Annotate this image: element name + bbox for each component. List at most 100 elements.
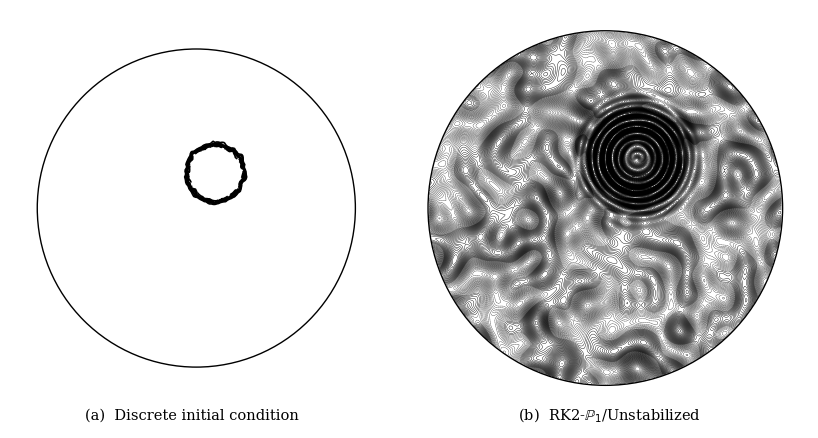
Point bbox=[599, 205, 612, 212]
Point bbox=[599, 205, 612, 212]
Point bbox=[599, 205, 612, 212]
Point bbox=[599, 205, 612, 212]
Point bbox=[599, 205, 612, 212]
Point bbox=[599, 205, 612, 212]
Point bbox=[599, 205, 612, 212]
Point bbox=[599, 205, 612, 212]
Point bbox=[599, 205, 612, 212]
Point bbox=[599, 205, 612, 212]
Point bbox=[599, 205, 612, 212]
Point bbox=[599, 205, 612, 212]
Point bbox=[599, 205, 612, 212]
Point bbox=[599, 205, 612, 212]
Point bbox=[190, 205, 203, 212]
Text: (b)  RK2-$\mathbb{P}_1$/Unstabilized: (b) RK2-$\mathbb{P}_1$/Unstabilized bbox=[518, 407, 701, 425]
Point bbox=[599, 205, 612, 212]
Point bbox=[599, 205, 612, 212]
Point bbox=[599, 205, 612, 212]
Point bbox=[599, 205, 612, 212]
Point bbox=[599, 205, 612, 212]
Point bbox=[599, 205, 612, 212]
Point bbox=[599, 205, 612, 212]
Point bbox=[599, 205, 612, 212]
Point bbox=[599, 205, 612, 212]
Point bbox=[599, 205, 612, 212]
Point bbox=[599, 205, 612, 212]
Point bbox=[599, 205, 612, 212]
Point bbox=[599, 205, 612, 212]
Point bbox=[599, 205, 612, 212]
Point bbox=[599, 205, 612, 212]
Point bbox=[599, 205, 612, 212]
Point bbox=[599, 205, 612, 212]
Point bbox=[599, 205, 612, 212]
Point bbox=[599, 205, 612, 212]
Point bbox=[599, 205, 612, 212]
Point bbox=[599, 205, 612, 212]
Point bbox=[599, 205, 612, 212]
Point bbox=[599, 205, 612, 212]
Point bbox=[599, 205, 612, 212]
Point bbox=[599, 205, 612, 212]
Point bbox=[599, 205, 612, 212]
Point bbox=[599, 205, 612, 212]
Point bbox=[599, 205, 612, 212]
Point bbox=[599, 205, 612, 212]
Point bbox=[599, 205, 612, 212]
Point bbox=[599, 205, 612, 212]
Point bbox=[599, 205, 612, 212]
Point bbox=[599, 205, 612, 212]
Point bbox=[599, 205, 612, 212]
Point bbox=[599, 205, 612, 212]
Point bbox=[599, 205, 612, 212]
Point bbox=[599, 205, 612, 212]
Point bbox=[599, 205, 612, 212]
Point bbox=[599, 205, 612, 212]
Point bbox=[599, 205, 612, 212]
Point bbox=[599, 205, 612, 212]
Point bbox=[599, 205, 612, 212]
Point bbox=[599, 205, 612, 212]
Point bbox=[599, 205, 612, 212]
Point bbox=[599, 205, 612, 212]
Point bbox=[599, 205, 612, 212]
Point bbox=[599, 205, 612, 212]
Point bbox=[599, 205, 612, 212]
Point bbox=[599, 205, 612, 212]
Point bbox=[599, 205, 612, 212]
Point bbox=[599, 205, 612, 212]
Point bbox=[599, 205, 612, 212]
Point bbox=[599, 205, 612, 212]
Point bbox=[599, 205, 612, 212]
Point bbox=[599, 205, 612, 212]
Point bbox=[599, 205, 612, 212]
Point bbox=[599, 205, 612, 212]
Point bbox=[599, 205, 612, 212]
Point bbox=[599, 205, 612, 212]
Point bbox=[599, 205, 612, 212]
Point bbox=[599, 205, 612, 212]
Point bbox=[599, 205, 612, 212]
Point bbox=[599, 205, 612, 212]
Point bbox=[599, 205, 612, 212]
Point bbox=[599, 205, 612, 212]
Point bbox=[599, 205, 612, 212]
Point bbox=[599, 205, 612, 212]
Point bbox=[599, 205, 612, 212]
Point bbox=[599, 205, 612, 212]
Text: (a)  Discrete initial condition: (a) Discrete initial condition bbox=[85, 409, 299, 423]
Point bbox=[599, 205, 612, 212]
Point bbox=[599, 205, 612, 212]
Point bbox=[599, 205, 612, 212]
Point bbox=[599, 205, 612, 212]
Point bbox=[599, 205, 612, 212]
Point bbox=[599, 205, 612, 212]
Point bbox=[599, 205, 612, 212]
Point bbox=[599, 205, 612, 212]
Point bbox=[599, 205, 612, 212]
Point bbox=[599, 205, 612, 212]
Point bbox=[599, 205, 612, 212]
Point bbox=[599, 205, 612, 212]
Point bbox=[599, 205, 612, 212]
Point bbox=[190, 205, 203, 212]
